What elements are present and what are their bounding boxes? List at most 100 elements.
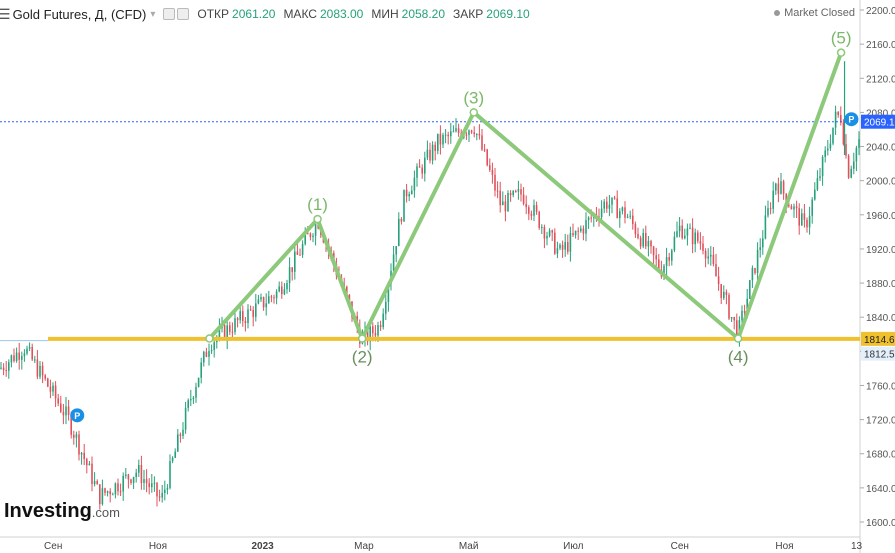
y-tick-label: 1960.00 bbox=[866, 211, 895, 222]
candle-body bbox=[476, 133, 478, 135]
candle-body bbox=[790, 206, 793, 210]
candle-body bbox=[502, 201, 504, 206]
candle-body bbox=[366, 329, 369, 342]
candle-body bbox=[229, 325, 231, 332]
candle-body bbox=[681, 225, 683, 239]
candle-body bbox=[75, 434, 78, 438]
candle-body bbox=[611, 197, 613, 205]
candle-body bbox=[405, 189, 408, 197]
candle-body bbox=[127, 474, 130, 480]
candle-body bbox=[117, 483, 119, 492]
candle-body bbox=[736, 320, 738, 340]
y-tick-label: 1920.00 bbox=[866, 245, 895, 256]
candle-body bbox=[447, 134, 449, 137]
candle-body bbox=[639, 237, 642, 247]
candle-body bbox=[585, 220, 587, 234]
chevron-down-icon[interactable]: ▾ bbox=[150, 8, 156, 20]
candle-body bbox=[717, 276, 720, 285]
candle-body bbox=[101, 488, 104, 505]
high-label: МАКС bbox=[283, 7, 317, 21]
candle-body bbox=[78, 434, 80, 455]
candle-body bbox=[762, 238, 764, 248]
candle-body bbox=[624, 207, 626, 218]
y-tick-label: 2120.00 bbox=[866, 74, 895, 85]
candle-body bbox=[112, 494, 114, 496]
candle-body bbox=[608, 204, 611, 209]
candle-body bbox=[689, 227, 691, 229]
candle-body bbox=[275, 291, 278, 299]
candle-body bbox=[507, 192, 509, 212]
candle-body bbox=[699, 241, 702, 244]
candle-body bbox=[255, 303, 257, 317]
candle-body bbox=[457, 128, 460, 133]
candle-body bbox=[179, 434, 182, 436]
candle-body bbox=[704, 250, 707, 259]
menu-icon[interactable]: ☰ bbox=[0, 5, 11, 22]
y-tick-label: 1640.00 bbox=[866, 484, 895, 495]
candle-body bbox=[236, 318, 239, 321]
high-value: 2083.00 bbox=[319, 7, 364, 21]
candle-body bbox=[684, 235, 686, 239]
settings-icon[interactable] bbox=[177, 8, 190, 20]
candle-body bbox=[247, 309, 249, 324]
candle-body bbox=[143, 479, 145, 483]
candle-body bbox=[723, 291, 725, 299]
support-level-label: 1814.6 bbox=[864, 335, 895, 346]
candle-body bbox=[725, 291, 728, 295]
candle-body bbox=[21, 356, 23, 360]
candle-body bbox=[49, 386, 52, 392]
candle-body bbox=[413, 177, 416, 191]
candle-body bbox=[694, 232, 696, 245]
candle-body bbox=[806, 219, 808, 228]
chart-header: ☰ Gold Futures, Д, (CFD) ▾ ОТКР 2061.20 … bbox=[0, 0, 895, 28]
open-value: 2061.20 bbox=[232, 7, 276, 21]
candle-body bbox=[218, 328, 221, 338]
candle-body bbox=[28, 346, 31, 349]
candle-body bbox=[746, 298, 748, 313]
candle-body bbox=[138, 465, 140, 473]
candle-body bbox=[171, 457, 174, 462]
y-tick-label: 1840.00 bbox=[866, 313, 895, 324]
y-tick-label: 1680.00 bbox=[866, 450, 895, 461]
candle-body bbox=[301, 244, 304, 255]
candle-body bbox=[249, 309, 252, 311]
support-level-tag bbox=[861, 331, 895, 346]
x-tick-label: Ноя bbox=[149, 541, 167, 552]
candle-body bbox=[606, 201, 608, 209]
candle-body bbox=[793, 206, 795, 210]
y-tick-label: 1760.00 bbox=[866, 381, 895, 392]
candle-body bbox=[697, 232, 699, 242]
candle-body bbox=[13, 355, 15, 361]
candle-body bbox=[603, 201, 605, 209]
candle-body bbox=[54, 385, 57, 399]
candle-body bbox=[114, 483, 117, 495]
candle-body bbox=[546, 235, 548, 239]
candle-body bbox=[668, 257, 670, 261]
candle-body bbox=[658, 259, 660, 270]
eye-icon[interactable] bbox=[163, 8, 176, 20]
candle-body bbox=[400, 218, 403, 222]
event-marker-icon bbox=[844, 112, 859, 127]
candle-body bbox=[741, 310, 743, 321]
candle-body bbox=[44, 375, 46, 379]
wave-label: (2) bbox=[352, 348, 373, 367]
candle-body bbox=[379, 325, 382, 328]
candle-body bbox=[795, 206, 798, 209]
candle-body bbox=[166, 487, 169, 490]
candle-body bbox=[403, 189, 405, 222]
candle-body bbox=[278, 286, 280, 292]
candle-body bbox=[148, 483, 150, 488]
x-tick-label: Сен bbox=[671, 541, 689, 552]
candle-body bbox=[299, 254, 301, 256]
candle-body bbox=[91, 463, 93, 485]
candle-body bbox=[252, 310, 254, 317]
candle-body bbox=[798, 208, 800, 226]
candle-body bbox=[780, 181, 782, 194]
candle-body bbox=[712, 254, 715, 264]
candle-body bbox=[382, 313, 384, 328]
event-marker-icon bbox=[70, 408, 85, 423]
candle-body bbox=[564, 242, 566, 250]
candle-body bbox=[210, 350, 213, 352]
candle-body bbox=[205, 351, 208, 357]
